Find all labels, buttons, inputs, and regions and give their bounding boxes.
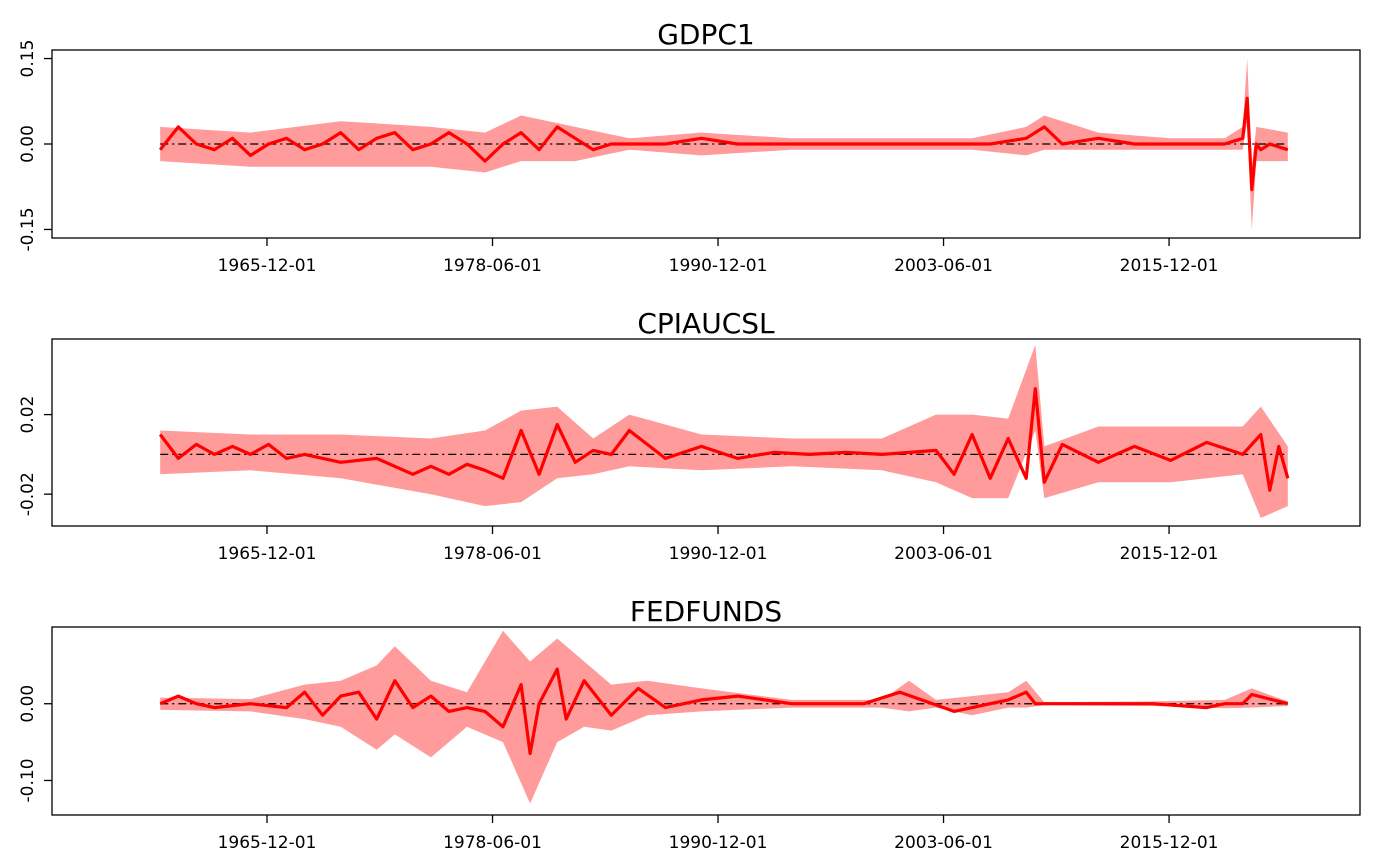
panel-title: GDPC1 [657, 18, 755, 51]
y-tick-label: 0.02 [18, 396, 38, 434]
mean-line [159, 667, 1289, 756]
y-tick-label: -0.15 [18, 207, 38, 251]
mean-line [158, 96, 1289, 192]
panel-gdpc1: GDPC1 1965-12-01 1978-06-01 1990-12-01 2003-… [18, 18, 1361, 276]
plot-frame [51, 338, 1361, 527]
y-tick-label: 0.00 [18, 685, 38, 723]
mean-line [158, 387, 1290, 492]
y-tick-label: -0.10 [18, 758, 38, 802]
panel-fedfunds: FEDFUNDS 1965-12-01 1978-06-01 1990-12-01 20… [18, 595, 1361, 853]
x-tick-label: 1965-12-01 [218, 833, 317, 853]
y-tick-label: 0.15 [18, 40, 38, 78]
confidence-band [160, 630, 1288, 804]
x-tick-label: 2003-06-01 [894, 256, 993, 276]
x-tick-label: 1990-12-01 [669, 833, 768, 853]
panel-title: CPIAUCSL [637, 307, 775, 340]
x-tick-label: 1965-12-01 [218, 256, 317, 276]
x-tick-label: 2003-06-01 [894, 544, 993, 564]
y-tick-label: 0.00 [18, 125, 38, 163]
x-tick-label: 1990-12-01 [669, 544, 768, 564]
confidence-band [160, 345, 1288, 518]
plot-frame [51, 626, 1361, 816]
panel-title: FEDFUNDS [630, 595, 782, 628]
x-tick-label: 2015-12-01 [1120, 256, 1219, 276]
x-tick-label: 1990-12-01 [669, 256, 768, 276]
x-tick-label: 2003-06-01 [894, 833, 993, 853]
y-tick-label: -0.02 [18, 472, 38, 516]
x-tick-label: 1978-06-01 [443, 544, 542, 564]
panel-cpiaucsl: CPIAUCSL 1965-12-01 1978-06-01 1990-12-01 20… [18, 307, 1361, 564]
x-tick-label: 1978-06-01 [443, 833, 542, 853]
x-tick-label: 1965-12-01 [218, 544, 317, 564]
x-tick-label: 2015-12-01 [1120, 544, 1219, 564]
x-tick-label: 1978-06-01 [443, 256, 542, 276]
x-tick-label: 2015-12-01 [1120, 833, 1219, 853]
